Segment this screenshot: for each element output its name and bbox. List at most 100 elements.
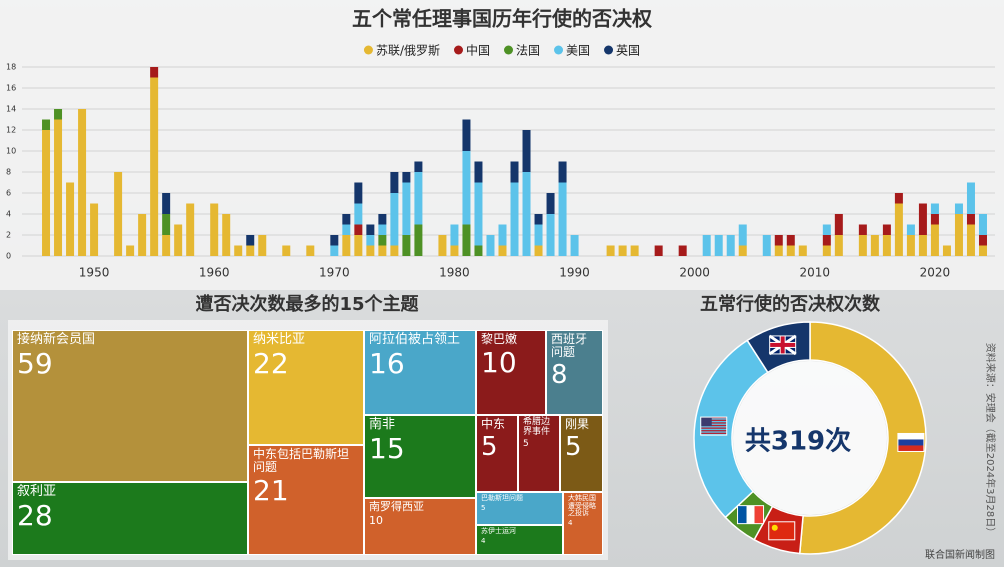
flag-icon — [768, 334, 797, 356]
flag-border — [768, 521, 796, 541]
bar-segment — [462, 119, 471, 151]
bar-segment — [342, 224, 351, 235]
legend-label: 英国 — [616, 44, 640, 58]
legend-label: 法国 — [516, 44, 540, 58]
bar-segment — [822, 235, 831, 246]
donut-center-label: 共319次 — [745, 427, 851, 457]
bar-segment — [558, 161, 567, 183]
bar-segment — [774, 235, 783, 246]
bar-segment — [378, 245, 387, 256]
bar-segment — [534, 224, 543, 246]
bar-segment — [930, 214, 939, 225]
bar-segment — [330, 245, 339, 256]
y-tick-label: 6 — [6, 189, 11, 198]
bar-segment — [894, 203, 903, 256]
bar-segment — [78, 109, 87, 256]
bar-segment — [390, 172, 399, 193]
flag-icon — [700, 416, 728, 436]
bar-segment — [114, 172, 123, 256]
bar-segment — [162, 235, 171, 256]
bar-segment — [678, 245, 687, 256]
x-tick-label: 1980 — [439, 266, 470, 280]
flag-border — [700, 416, 728, 436]
x-tick-label: 1970 — [319, 266, 350, 280]
legend-marker — [363, 45, 373, 55]
flag-part — [700, 427, 727, 429]
bar-segment — [66, 182, 75, 256]
bar-segment — [918, 235, 927, 256]
bar-segment — [378, 235, 387, 246]
bar-segment — [858, 235, 867, 256]
legend: 苏联/俄罗斯 中国 法国 美国 英国 — [363, 43, 640, 58]
flag-part — [754, 505, 764, 524]
bar-segment — [930, 203, 939, 214]
bar-segment — [222, 214, 231, 256]
bar-segment — [510, 182, 519, 256]
bar-segment — [390, 245, 399, 256]
bar-segment — [966, 224, 975, 256]
bar-segment — [354, 224, 363, 235]
bar-segment — [918, 203, 927, 235]
bar-segment — [246, 245, 255, 256]
flag-part — [700, 432, 727, 434]
treemap-title: 遭否决次数最多的15个主题 — [195, 293, 419, 315]
bar-segment — [186, 203, 195, 256]
flag-border — [897, 432, 925, 452]
y-tick-label: 0 — [6, 252, 11, 261]
bar-segment — [774, 245, 783, 256]
bar-segment — [570, 235, 579, 256]
legend-marker — [554, 45, 564, 55]
flag-part — [768, 521, 795, 540]
bar-segment — [342, 214, 351, 225]
bar-segment — [942, 245, 951, 256]
bar-segment — [522, 130, 531, 172]
bar-segment — [858, 224, 867, 235]
bar-segment — [330, 235, 339, 246]
bar-segment — [786, 245, 795, 256]
bar-segment — [390, 193, 399, 246]
bar-segment — [402, 172, 411, 183]
bar-segment — [366, 245, 375, 256]
bar-segment — [150, 77, 159, 256]
bar-segment — [930, 224, 939, 256]
bar-segment — [834, 235, 843, 256]
bar-segment — [366, 224, 375, 235]
bar-segment — [726, 235, 735, 256]
bar-segment — [618, 245, 627, 256]
bar-segment — [906, 224, 915, 235]
legend-marker — [504, 45, 514, 55]
bar-segment — [474, 161, 483, 183]
bar-segment — [834, 214, 843, 235]
bar-segment — [738, 245, 747, 256]
bar-segment — [882, 224, 891, 235]
bar-segment — [738, 224, 747, 246]
bar-segment — [234, 245, 243, 256]
bar-segment — [210, 203, 219, 256]
y-tick-label: 18 — [6, 63, 16, 72]
x-tick-label: 1990 — [559, 266, 590, 280]
x-tick-label: 2010 — [800, 266, 831, 280]
flag-part — [771, 524, 778, 531]
bar-segment — [702, 235, 711, 256]
bar-segment — [54, 109, 63, 120]
bar-segment — [630, 245, 639, 256]
bar-segment — [870, 235, 879, 256]
treemap-panel — [8, 320, 608, 560]
bar-segment — [486, 235, 495, 256]
bar-segment — [546, 214, 555, 256]
bar-segment — [978, 235, 987, 246]
bar-segment — [954, 203, 963, 214]
donut-title: 五常行使的否决权次数 — [700, 293, 881, 315]
bar-segment — [654, 245, 663, 256]
y-tick-label: 2 — [6, 231, 11, 240]
bar-segment — [906, 235, 915, 256]
bar-segment — [786, 235, 795, 246]
bar-segment — [54, 119, 63, 256]
y-tick-label: 16 — [6, 84, 16, 93]
bar-segment — [414, 172, 423, 225]
legend-label: 苏联/俄罗斯 — [376, 44, 440, 58]
bar-segment — [414, 224, 423, 256]
bar-segment — [126, 245, 135, 256]
bar-segment — [474, 245, 483, 256]
